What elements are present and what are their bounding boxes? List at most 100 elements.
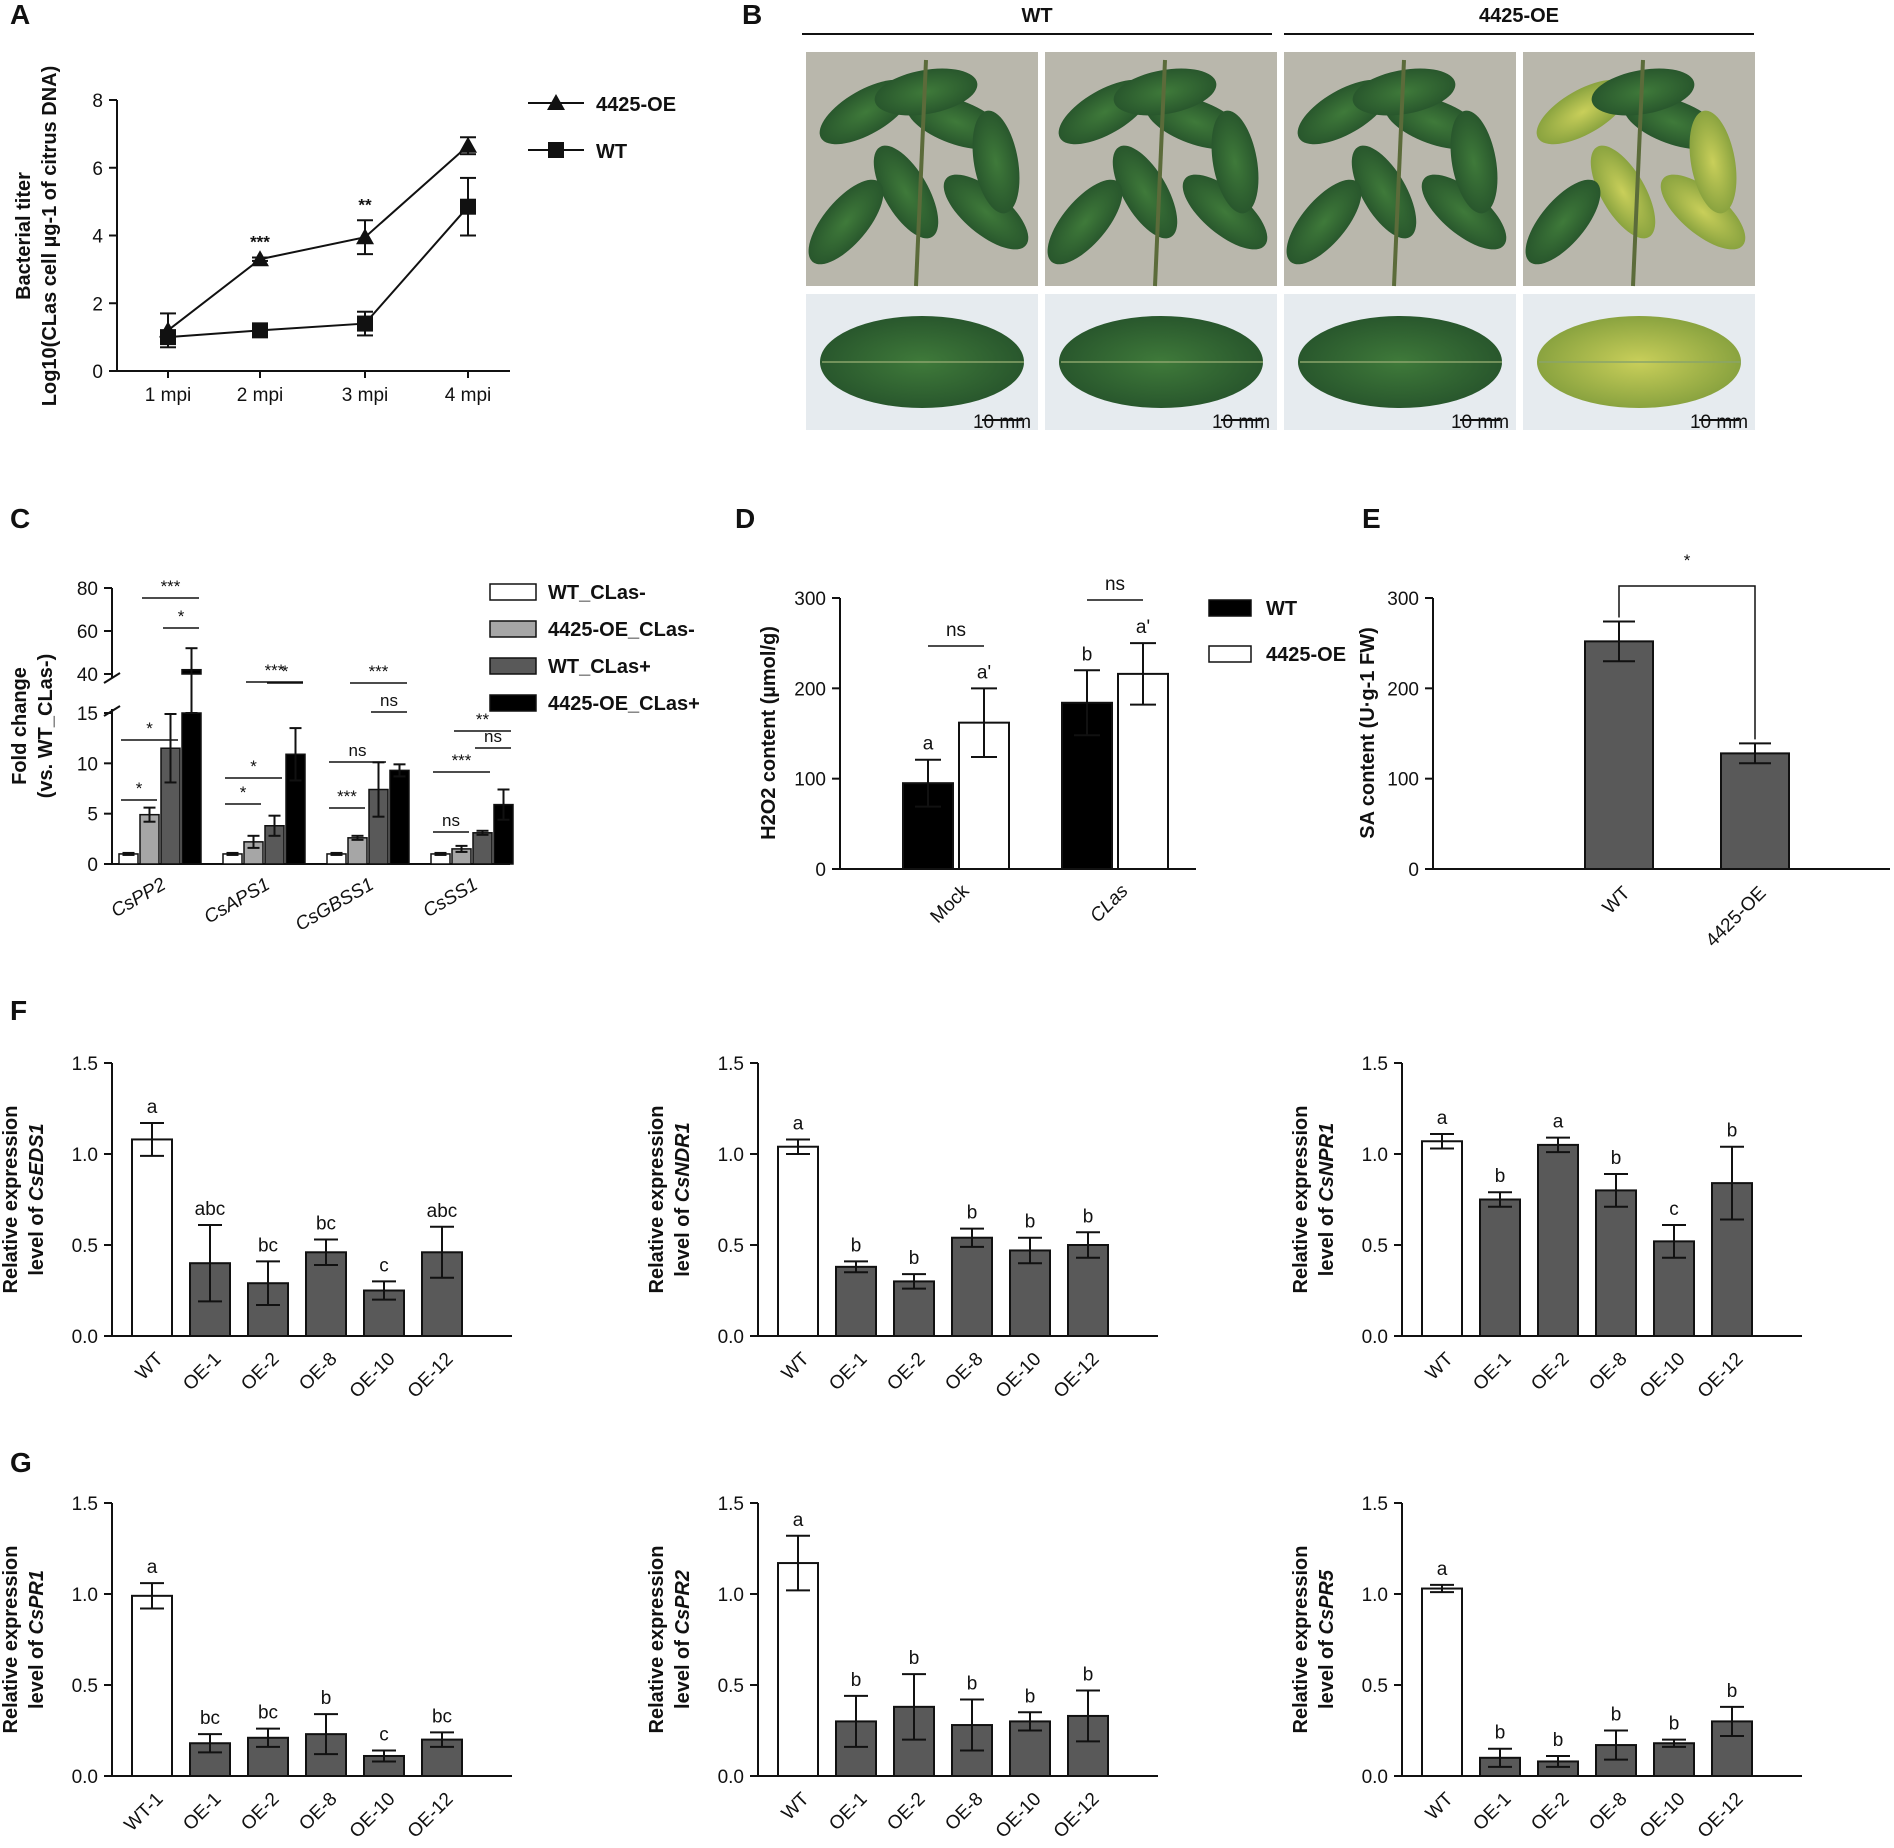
significance-letter: a' (1136, 617, 1150, 638)
significance-letter: b (967, 1674, 978, 1695)
y-tick-label: 1.5 (1362, 1494, 1388, 1515)
x-tick-label: OE-2 (1527, 1789, 1573, 1835)
data-point (357, 315, 373, 332)
y-tick-label: 100 (794, 770, 826, 791)
error-bar (844, 1694, 868, 1748)
data-point (160, 329, 176, 346)
photo-leaf: 10 mm (1523, 294, 1755, 433)
y-tick-label: 0.5 (1362, 1676, 1388, 1697)
legend-swatch (1208, 645, 1252, 663)
significance-mark: * (250, 757, 257, 776)
significance-letter: bc (316, 1214, 336, 1235)
x-tick-label: CsGBSS1 (292, 874, 377, 935)
scale-bar-label: 10 mm (973, 412, 1031, 433)
error-bar (960, 1227, 984, 1248)
y-tick-label: 0 (87, 855, 98, 876)
error-bar (476, 829, 489, 836)
x-tick-label: OE-10 (1636, 1349, 1690, 1403)
x-tick-label: CsSS1 (420, 874, 482, 922)
error-bar (226, 851, 239, 856)
error-bar (314, 1713, 338, 1756)
significance-letter: b (1495, 1723, 1506, 1744)
x-tick-label: OE-12 (1694, 1349, 1748, 1403)
bar (1653, 1742, 1695, 1777)
error-bar (786, 1534, 810, 1592)
y-axis-title: H2O2 content (µmol/g) (758, 626, 780, 840)
significance-mark: ns (946, 620, 966, 641)
y-tick-label: 200 (1387, 679, 1419, 700)
bar (131, 1594, 173, 1777)
significance-letter: b (1025, 1686, 1036, 1707)
x-tick-label: WT (1422, 1348, 1458, 1384)
x-tick-label: OE-2 (237, 1789, 283, 1835)
panel-label-F: F (10, 995, 27, 1026)
y-axis-title-line: Relative expression (0, 1106, 22, 1294)
y-tick-label: 15 (77, 704, 98, 725)
y-tick-label: 5 (87, 805, 98, 826)
y-tick-label: 1.0 (72, 1145, 98, 1166)
legend-label: WT (596, 141, 627, 163)
legend-label: WT_CLas- (548, 582, 646, 604)
error-bar (314, 1238, 338, 1267)
bar (131, 1138, 173, 1337)
significance-letter: b (1083, 1206, 1094, 1227)
legend-label: 4425-OE (1266, 644, 1346, 666)
bar (1720, 752, 1790, 871)
significance-mark: * (146, 719, 153, 738)
error-bar (164, 713, 177, 784)
significance-mark: ** (476, 710, 490, 729)
x-tick-label: WT (1422, 1788, 1458, 1824)
axis-break-mark (103, 672, 121, 684)
error-bar (140, 1582, 164, 1610)
panel-label-C: C (10, 503, 30, 534)
y-axis-title-gene: CsNPR1 (1316, 1123, 1338, 1202)
y-tick-label: 0 (815, 860, 826, 881)
significance-letter: b (1727, 1121, 1738, 1142)
y-tick-label: 1.0 (1362, 1585, 1388, 1606)
x-tick-label: OE-1 (1469, 1349, 1515, 1395)
error-bar (1076, 1689, 1100, 1743)
significance-letter: c (1669, 1199, 1679, 1220)
error-bar (902, 1273, 926, 1290)
y-axis-title-line: level of CsPR1 (26, 1570, 48, 1709)
legend-label: 4425-OE_CLas+ (548, 693, 700, 715)
stem (914, 59, 928, 287)
error-bar (1430, 1583, 1454, 1594)
y-axis-title-line: (vs. WT_CLas-) (35, 654, 57, 798)
bar (1711, 1182, 1753, 1337)
x-tick-label: WT-1 (121, 1789, 168, 1836)
legend-marker (547, 94, 565, 110)
significance-letter: b (321, 1688, 332, 1709)
y-tick-label: 4 (92, 227, 103, 248)
photo-plant (1284, 52, 1516, 287)
x-tick-label: OE-1 (825, 1349, 871, 1395)
x-tick-label: WT (778, 1348, 814, 1384)
stem (1153, 59, 1167, 287)
significance-letter: b (1025, 1212, 1036, 1233)
error-bar (1662, 1223, 1686, 1259)
x-tick-label: CLas (1086, 880, 1133, 927)
x-tick-label: 3 mpi (342, 385, 388, 406)
bar (1595, 1189, 1637, 1338)
bar (1117, 672, 1169, 870)
error-bar (1546, 1754, 1570, 1768)
y-axis-title: Fold change (vs. WT_CLas-) (9, 654, 57, 798)
error-bar (902, 1673, 926, 1741)
bar (1421, 1587, 1463, 1778)
error-bar (1076, 1231, 1100, 1259)
significance-letter: a (1553, 1112, 1564, 1133)
bar (1067, 1244, 1109, 1337)
significance-letter: a (1437, 1108, 1448, 1129)
error-bar (372, 1280, 396, 1301)
significance-letter: a (793, 1113, 804, 1134)
significance-letter: a (923, 734, 934, 755)
error-bar (330, 851, 343, 856)
y-tick-label: 1.5 (1362, 1054, 1388, 1075)
significance-letter: abc (427, 1201, 458, 1222)
legend-swatch (1208, 599, 1252, 617)
bar (181, 712, 202, 865)
significance-letter: bc (258, 1235, 278, 1256)
series-line-WT (167, 206, 469, 339)
scale-bar-label: 10 mm (1451, 412, 1509, 433)
y-tick-label: 0.0 (1362, 1327, 1388, 1348)
